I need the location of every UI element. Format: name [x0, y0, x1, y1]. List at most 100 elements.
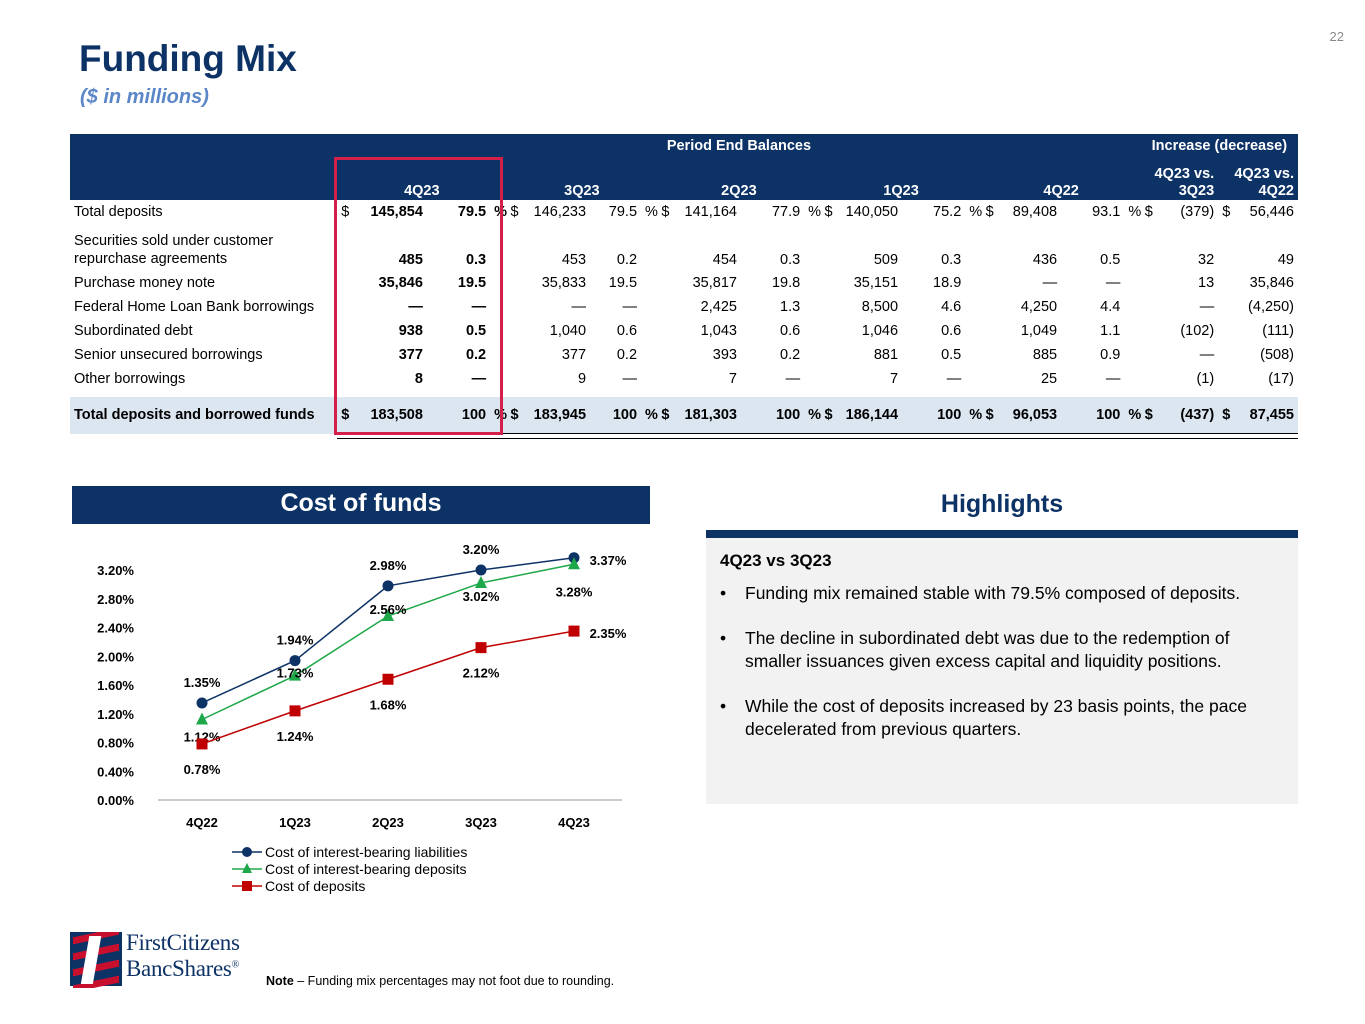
table-cell: 1.3 [780, 299, 801, 315]
table-cell [337, 271, 351, 295]
row-label: Total deposits and borrowed funds [70, 397, 338, 434]
col-header-2q23: 2Q23 [657, 158, 821, 200]
y-tick-label: 0.00% [97, 793, 134, 808]
table-cell: 1.1 [1100, 323, 1121, 339]
table-cell: % [645, 204, 658, 220]
table-double-rule [70, 433, 1298, 439]
bullet-glyph: • [720, 583, 727, 603]
data-label: 1.73% [277, 666, 314, 681]
table-cell: 79.5 [608, 204, 638, 220]
table-cell [1218, 367, 1232, 391]
table-cell: — [471, 371, 487, 387]
data-label: 2.12% [463, 666, 500, 681]
table-cell [657, 271, 671, 295]
table-cell [641, 367, 657, 391]
highlights-list: • Funding mix remained stable with 79.5% … [720, 582, 1290, 763]
table-cell [820, 224, 834, 271]
data-label: 1.24% [277, 729, 314, 744]
table-cell [965, 319, 981, 343]
table-cell: (17) [1268, 371, 1294, 387]
table-cell [657, 343, 671, 367]
legend-label: Cost of deposits [265, 878, 365, 894]
data-point-marker [382, 609, 394, 621]
table-cell: $ [510, 204, 519, 220]
table-cell [490, 367, 506, 391]
table-cell [657, 367, 671, 391]
table-cell [982, 319, 996, 343]
table-cell [1141, 343, 1155, 367]
y-tick-label: 0.80% [97, 736, 134, 751]
row-label: Other borrowings [74, 371, 186, 387]
table-row: Securities sold under customer repurchas… [70, 224, 1298, 271]
table-cell: 9 [577, 371, 587, 387]
table-cell: 0.6 [780, 323, 801, 339]
table-cell [820, 367, 834, 391]
data-label: 3.20% [463, 542, 500, 557]
table-cell: 8,500 [861, 299, 899, 315]
table-cell [337, 367, 351, 391]
y-tick-label: 2.80% [97, 592, 134, 607]
header-period-end-balances: Period End Balances [337, 134, 1141, 158]
table-cell [965, 343, 981, 367]
table-cell [820, 319, 834, 343]
table-cell: $ [1144, 204, 1153, 220]
table-row: Purchase money note 35,846 19.5 35,833 19.5 3… [70, 271, 1298, 295]
table-cell [804, 367, 820, 391]
table-cell [490, 343, 506, 367]
table-row: Senior unsecured borrowings 377 0.2 377 0.2 3… [70, 343, 1298, 367]
table-cell [965, 224, 981, 271]
table-cell: — [1042, 275, 1058, 291]
table-cell: 0.9 [1100, 347, 1121, 363]
table-cell: (111) [1262, 323, 1294, 339]
table-cell: 89,408 [1012, 204, 1058, 220]
x-tick-label: 3Q23 [465, 815, 497, 830]
table-cell [820, 271, 834, 295]
y-tick-label: 2.00% [97, 649, 134, 664]
data-point-marker [382, 673, 394, 685]
page-number: 22 [1329, 29, 1344, 44]
table-cell: 0.2 [465, 347, 487, 363]
table-cell [490, 319, 506, 343]
table-cell [820, 295, 834, 319]
cost-of-funds-banner: Cost of funds [72, 486, 650, 524]
table-cell: $ [981, 397, 996, 434]
table-cell: 485 [398, 252, 423, 268]
page-title: Funding Mix [79, 38, 297, 79]
table-cell [506, 295, 520, 319]
table-cell: — [622, 299, 638, 315]
table-cell [641, 295, 657, 319]
table-cell [337, 319, 351, 343]
table-column-header-row: 4Q23 3Q23 2Q23 1Q23 4Q22 4Q23 vs. 3Q23 4Q… [70, 158, 1298, 200]
table-cell [490, 224, 506, 271]
table-cell: % [641, 397, 658, 434]
table-cell: 377 [561, 347, 587, 363]
x-tick-label: 1Q23 [279, 815, 311, 830]
row-label: Senior unsecured borrowings [74, 347, 263, 363]
table-cell [506, 319, 520, 343]
table-cell: 4.6 [941, 299, 962, 315]
x-tick-label: 2Q23 [372, 815, 404, 830]
row-label: Purchase money note [74, 275, 216, 291]
table-cell: 0.3 [465, 252, 487, 268]
table-cell: 18.9 [933, 275, 962, 291]
table-row: Subordinated debt 938 0.5 1,040 0.6 1,043 0.6 1… [70, 319, 1298, 343]
table-cell: 0.5 [1100, 252, 1121, 268]
data-point-marker [289, 705, 301, 717]
table-cell: 453 [561, 252, 587, 268]
table-cell [1218, 343, 1232, 367]
table-cell [1218, 271, 1232, 295]
y-tick-label: 1.60% [97, 678, 134, 693]
table-cell [982, 343, 996, 367]
table-cell: 35,846 [1249, 275, 1294, 291]
table-cell: % [808, 204, 822, 220]
footnote: Note – Funding mix percentages may not f… [266, 974, 615, 988]
table-cell: 146,233 [533, 204, 587, 220]
table-cell: 436 [1032, 252, 1058, 268]
y-tick-label: 0.40% [97, 764, 134, 779]
data-label: 2.35% [590, 626, 627, 641]
y-tick-label: 3.20% [97, 563, 134, 578]
table-cell: — [946, 371, 962, 387]
legend-label: Cost of interest-bearing deposits [265, 861, 467, 877]
table-cell: $ [1222, 204, 1231, 220]
table-cell [657, 295, 671, 319]
